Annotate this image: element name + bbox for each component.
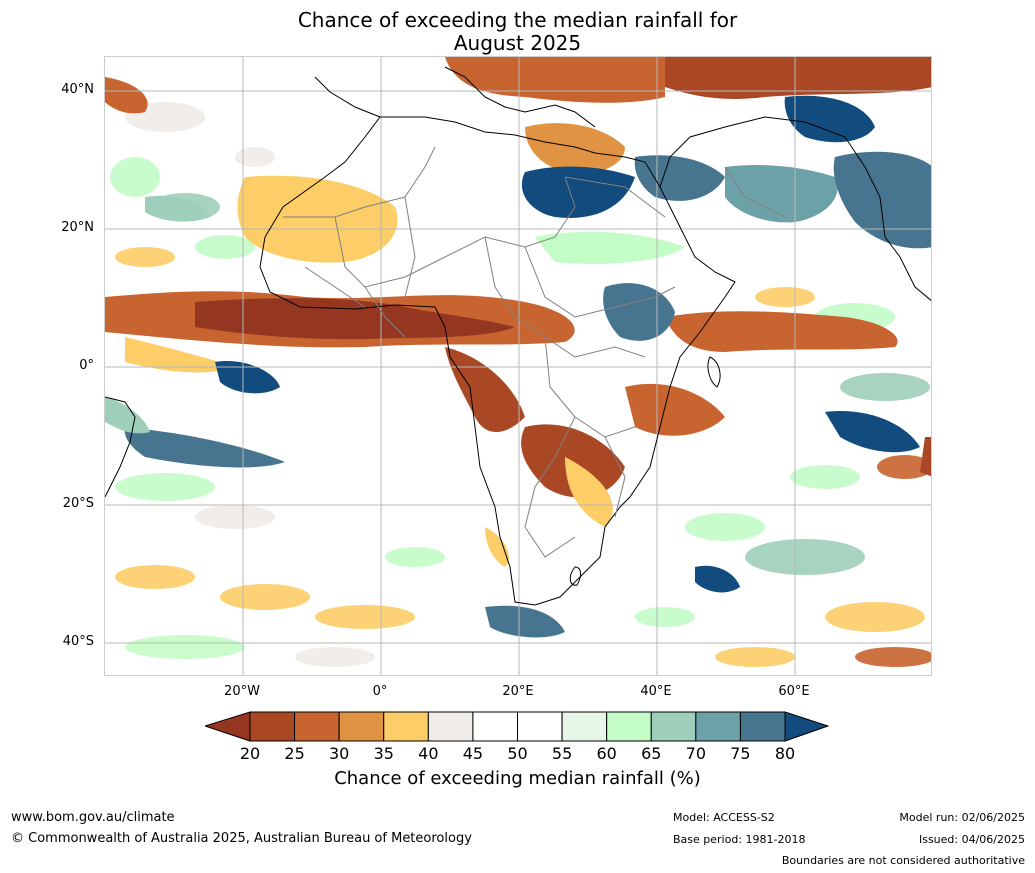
colorbar-bin (249, 711, 296, 742)
footer-copyright: © Commonwealth of Australia 2025, Austra… (11, 831, 472, 846)
colorbar-bin (294, 711, 340, 742)
lon-label-0: 0° (372, 684, 388, 699)
lon-label-40e: 40°E (640, 684, 672, 699)
lon-label-60e: 60°E (778, 684, 810, 699)
colorbar-bin (383, 711, 429, 742)
colorbar-bin (427, 711, 474, 742)
colorbar-label: Chance of exceeding median rainfall (%) (334, 768, 701, 789)
lon-label-20w: 20°W (224, 684, 260, 699)
lat-label-40n: 40°N (61, 82, 94, 97)
footer-website: www.bom.gov.au/climate (11, 810, 175, 825)
colorbar-high-arrow (784, 711, 830, 742)
colorbar-tick-label: 30 (328, 744, 350, 763)
lat-label-40s: 40°S (62, 634, 94, 649)
title-line-2: August 2025 (453, 31, 582, 55)
colorbar-bin (650, 711, 697, 742)
lon-label-20e: 20°E (502, 684, 534, 699)
footer-model-run: Model run: 02/06/2025 (899, 811, 1025, 824)
footer-base-period: Base period: 1981-2018 (673, 833, 806, 846)
colorbar-tick-label: 45 (462, 744, 484, 763)
colorbar-bin (606, 711, 652, 742)
colorbar-tick-label: 50 (507, 744, 528, 763)
footer-model: Model: ACCESS-S2 (673, 811, 775, 824)
title-line-1: Chance of exceeding the median rainfall … (297, 8, 738, 32)
colorbar-tick-label: 65 (641, 744, 662, 763)
graticule-lines (105, 57, 931, 675)
colorbar-bin (517, 711, 563, 742)
lat-label-0: 0° (79, 358, 94, 373)
country-borders (283, 146, 786, 558)
colorbar-bin (472, 711, 518, 742)
colorbar-tick-label: 25 (284, 744, 305, 763)
colorbar-tick-label: 75 (730, 744, 751, 763)
footer-issued: Issued: 04/06/2025 (918, 833, 1025, 846)
colorbar-tick-label: 80 (774, 744, 796, 763)
colorbar-tick-label: 20 (239, 744, 261, 763)
colorbar-tick-label: 70 (685, 744, 706, 763)
map-canvas (105, 57, 931, 675)
colorbar-tick-label: 40 (418, 744, 439, 763)
map-title: Chance of exceeding the median rainfall … (0, 9, 1035, 55)
footer-disclaimer: Boundaries are not considered authoritat… (781, 854, 1025, 867)
colorbar (205, 711, 830, 742)
colorbar-tick-label: 35 (373, 744, 394, 763)
rainfall-map (104, 56, 932, 676)
colorbar-tick-label: 55 (551, 744, 573, 763)
colorbar-bin (561, 711, 608, 742)
wet-anomaly-regions (105, 95, 931, 638)
colorbar-bin (739, 711, 786, 742)
lat-label-20s: 20°S (62, 496, 94, 511)
lat-label-20n: 20°N (61, 220, 94, 235)
colorbar-tick-label: 60 (596, 744, 617, 763)
dry-anomaly-regions (105, 57, 931, 567)
colorbar-low-arrow (205, 711, 251, 742)
colorbar-bin (695, 711, 741, 742)
coastlines (105, 66, 931, 606)
colorbar-bin (338, 711, 385, 742)
